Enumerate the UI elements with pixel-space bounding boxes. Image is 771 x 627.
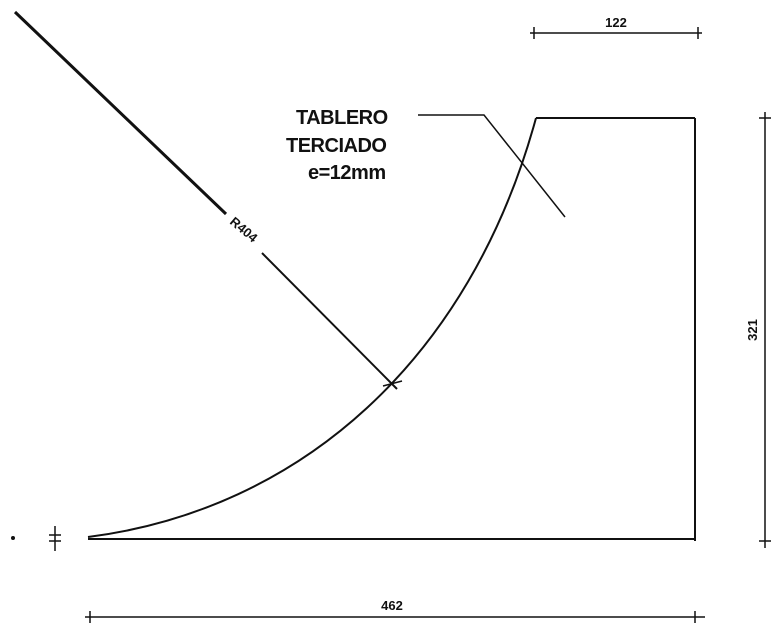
material-leader <box>418 114 566 218</box>
height-dimension-value: 321 <box>745 319 760 341</box>
radius-label: R404 <box>227 214 261 246</box>
edge-marker-dot <box>11 536 15 540</box>
material-label-line1: TABLERO <box>296 107 388 129</box>
ramp-curve <box>87 117 537 538</box>
radius-leader-lower <box>261 252 398 390</box>
material-label-line2: TERCIADO <box>286 135 386 157</box>
material-label-line3: e=12mm <box>308 162 386 184</box>
radius-leader-upper <box>13 10 228 216</box>
top-dimension-value: 122 <box>605 15 627 30</box>
width-dimension-value: 462 <box>381 598 403 613</box>
